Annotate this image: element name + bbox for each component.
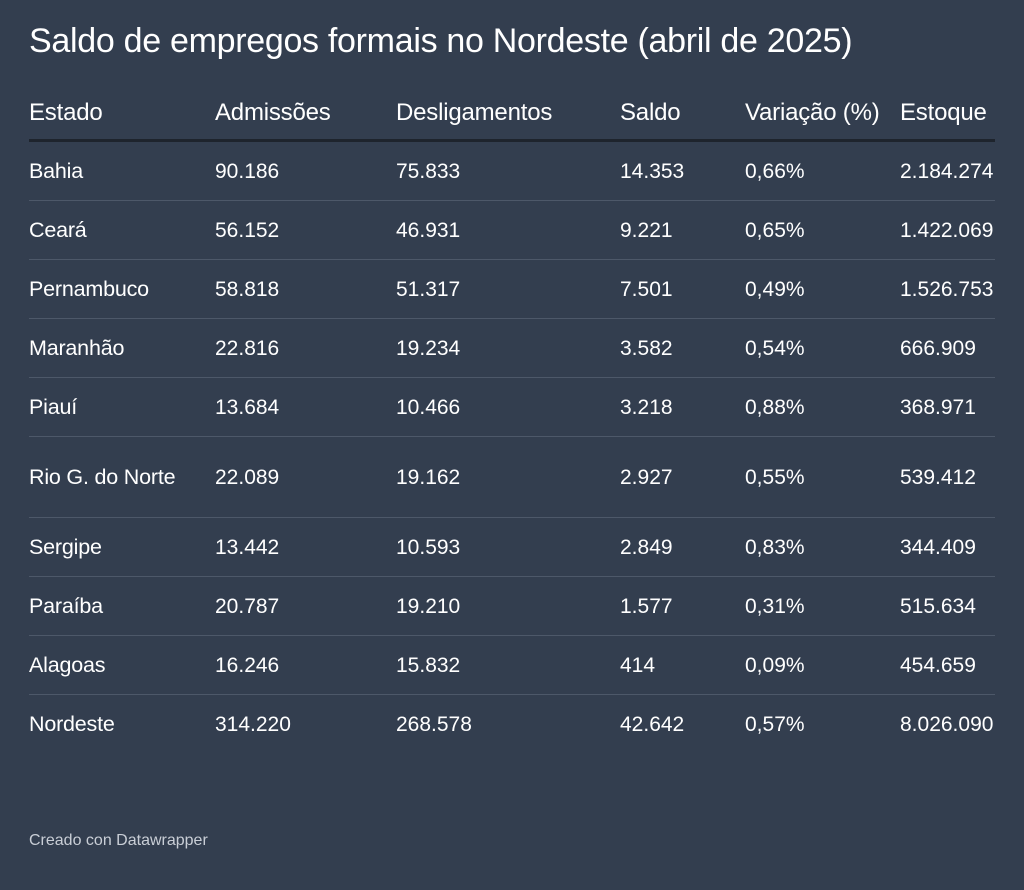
admissoes-cell: 13.442 [215, 517, 396, 577]
table-row: Pernambuco 58.818 51.317 7.501 0,49% 1.526.75… [29, 259, 995, 319]
variacao-cell: 0,65% [745, 200, 900, 260]
table-body: Bahia 90.186 75.833 14.353 0,66% 2.184.274 Cea… [29, 140, 995, 754]
table-row: Paraíba 20.787 19.210 1.577 0,31% 515.634 [29, 576, 995, 636]
header-estado: Estado [29, 100, 215, 142]
header-estoque: Estoque [900, 100, 995, 142]
saldo-cell: 7.501 [620, 259, 745, 319]
admissoes-cell: 314.220 [215, 712, 291, 736]
header-saldo: Saldo [620, 100, 745, 142]
variacao-cell: 0,31% [745, 576, 900, 636]
state-cell: Paraíba [29, 576, 215, 636]
desligamentos-cell: 46.931 [396, 200, 620, 260]
data-table: Estado Admissões Desligamentos Saldo Var… [29, 100, 995, 753]
state-cell: Pernambuco [29, 259, 215, 319]
estoque-cell: 454.659 [900, 635, 995, 695]
estoque-cell: 515.634 [900, 576, 995, 636]
saldo-cell: 42.642 [620, 712, 685, 736]
admissoes-cell: 56.152 [215, 200, 396, 260]
state-cell: Bahia [29, 140, 215, 201]
table-row: Sergipe 13.442 10.593 2.849 0,83% 344.409 [29, 517, 995, 577]
state-cell: Piauí [29, 377, 215, 437]
table-row: Bahia 90.186 75.833 14.353 0,66% 2.184.274 [29, 140, 995, 201]
desligamentos-cell: 19.234 [396, 318, 620, 378]
state-cell: Alagoas [29, 635, 215, 695]
saldo-cell: 2.927 [620, 436, 745, 518]
admissoes-cell: 13.684 [215, 377, 396, 437]
table-row: Nordeste 314.220 268.578 42.642 0,57% 8.026.0… [29, 695, 995, 754]
estoque-cell: 8.026.090 [900, 712, 994, 736]
header-row: Estado Admissões Desligamentos Saldo Var… [29, 100, 995, 142]
desligamentos-cell: 19.210 [396, 576, 620, 636]
saldo-cell: 1.577 [620, 576, 745, 636]
variacao-cell: 0,09% [745, 635, 900, 695]
estoque-cell: 666.909 [900, 318, 995, 378]
estoque-cell: 1.422.069 [900, 200, 995, 260]
state-cell: Sergipe [29, 517, 215, 577]
header-desligamentos: Desligamentos [396, 100, 620, 142]
estoque-cell: 368.971 [900, 377, 995, 437]
desligamentos-cell: 51.317 [396, 259, 620, 319]
header-variacao: Variação (%) [745, 100, 900, 142]
admissoes-cell: 58.818 [215, 259, 396, 319]
table-header: Estado Admissões Desligamentos Saldo Var… [29, 100, 995, 142]
estoque-cell: 539.412 [900, 436, 995, 518]
chart-title: Saldo de empregos formais no Nordeste (a… [29, 22, 853, 60]
desligamentos-cell: 10.466 [396, 377, 620, 437]
estoque-cell: 1.526.753 [900, 259, 995, 319]
table-row: Alagoas 16.246 15.832 414 0,09% 454.659 [29, 635, 995, 695]
admissoes-cell: 22.089 [215, 436, 396, 518]
admissoes-cell: 90.186 [215, 140, 396, 201]
desligamentos-cell: 10.593 [396, 517, 620, 577]
table-row: Ceará 56.152 46.931 9.221 0,65% 1.422.069 [29, 200, 995, 260]
desligamentos-cell: 19.162 [396, 436, 620, 518]
state-cell: Nordeste [29, 711, 115, 736]
variacao-cell: 0,66% [745, 140, 900, 201]
saldo-cell: 14.353 [620, 140, 745, 201]
footer-credit: Creado con Datawrapper [29, 832, 208, 849]
saldo-cell: 3.582 [620, 318, 745, 378]
state-cell: Ceará [29, 200, 215, 260]
variacao-cell: 0,49% [745, 259, 900, 319]
desligamentos-cell: 268.578 [396, 712, 472, 736]
saldo-cell: 9.221 [620, 200, 745, 260]
estoque-cell: 344.409 [900, 517, 995, 577]
saldo-cell: 414 [620, 635, 745, 695]
state-cell: Rio G. do Norte [29, 436, 215, 518]
header-admissoes: Admissões [215, 100, 396, 142]
saldo-cell: 2.849 [620, 517, 745, 577]
variacao-cell: 0,88% [745, 377, 900, 437]
admissoes-cell: 16.246 [215, 635, 396, 695]
admissoes-cell: 22.816 [215, 318, 396, 378]
variacao-cell: 0,57% [745, 712, 805, 736]
estoque-cell: 2.184.274 [900, 140, 995, 201]
desligamentos-cell: 15.832 [396, 635, 620, 695]
state-cell: Maranhão [29, 318, 215, 378]
desligamentos-cell: 75.833 [396, 140, 620, 201]
variacao-cell: 0,83% [745, 517, 900, 577]
table-row: Maranhão 22.816 19.234 3.582 0,54% 666.909 [29, 318, 995, 378]
admissoes-cell: 20.787 [215, 576, 396, 636]
table-row: Rio G. do Norte 22.089 19.162 2.927 0,55% 539… [29, 436, 995, 518]
variacao-cell: 0,55% [745, 436, 900, 518]
table-row: Piauí 13.684 10.466 3.218 0,88% 368.971 [29, 377, 995, 437]
variacao-cell: 0,54% [745, 318, 900, 378]
table-container: Estado Admissões Desligamentos Saldo Var… [29, 100, 995, 753]
saldo-cell: 3.218 [620, 377, 745, 437]
